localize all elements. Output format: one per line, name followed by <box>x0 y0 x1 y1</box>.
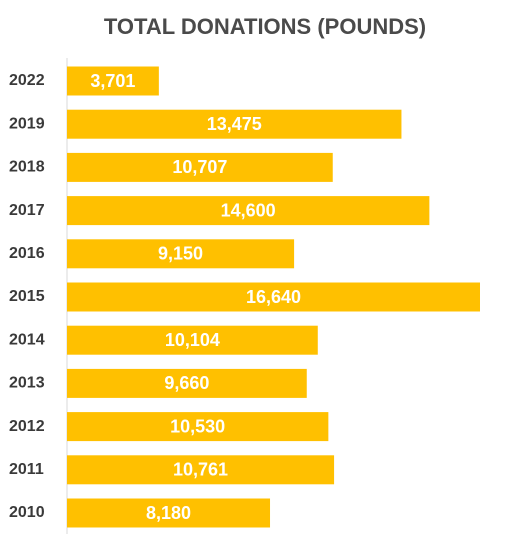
bar-2011 <box>67 455 335 485</box>
bar-2022 <box>67 66 159 96</box>
bar-2012 <box>67 412 329 442</box>
tick-label-2015: 2015 <box>9 288 45 305</box>
data-label-2018: 10,707 <box>172 157 227 177</box>
data-label-2010: 8,180 <box>146 503 191 523</box>
chart-title: TOTAL DONATIONS (POUNDS) <box>103 14 427 39</box>
data-label-2015: 16,640 <box>246 287 301 307</box>
data-label-2019: 13,475 <box>207 114 262 134</box>
bar-2014 <box>67 325 318 355</box>
tick-label-2011: 2011 <box>9 461 44 478</box>
bar-2018 <box>67 152 333 182</box>
bar-2017 <box>67 196 430 226</box>
data-label-2016: 9,150 <box>158 244 203 264</box>
tick-label-2018: 2018 <box>9 159 45 176</box>
data-label-2022: 3,701 <box>90 71 135 91</box>
tick-label-2017: 2017 <box>9 202 45 219</box>
tick-label-2022: 2022 <box>9 72 45 89</box>
tick-label-2012: 2012 <box>9 418 45 435</box>
tick-label-2016: 2016 <box>9 245 45 262</box>
tick-label-2013: 2013 <box>9 375 45 392</box>
data-label-2012: 10,530 <box>170 416 225 436</box>
tick-label-2019: 2019 <box>9 115 45 132</box>
data-label-2011: 10,761 <box>173 460 228 480</box>
bar-2016 <box>67 239 295 269</box>
data-label-2013: 9,660 <box>164 373 209 393</box>
data-label-2017: 14,600 <box>221 200 276 220</box>
bar-2015 <box>67 282 480 312</box>
tick-label-2014: 2014 <box>9 331 45 348</box>
data-label-2014: 10,104 <box>165 330 220 350</box>
bar-2010 <box>67 498 271 528</box>
bar-2019 <box>67 109 402 139</box>
bar-2013 <box>67 368 307 398</box>
tick-label-2010: 2010 <box>9 504 45 521</box>
